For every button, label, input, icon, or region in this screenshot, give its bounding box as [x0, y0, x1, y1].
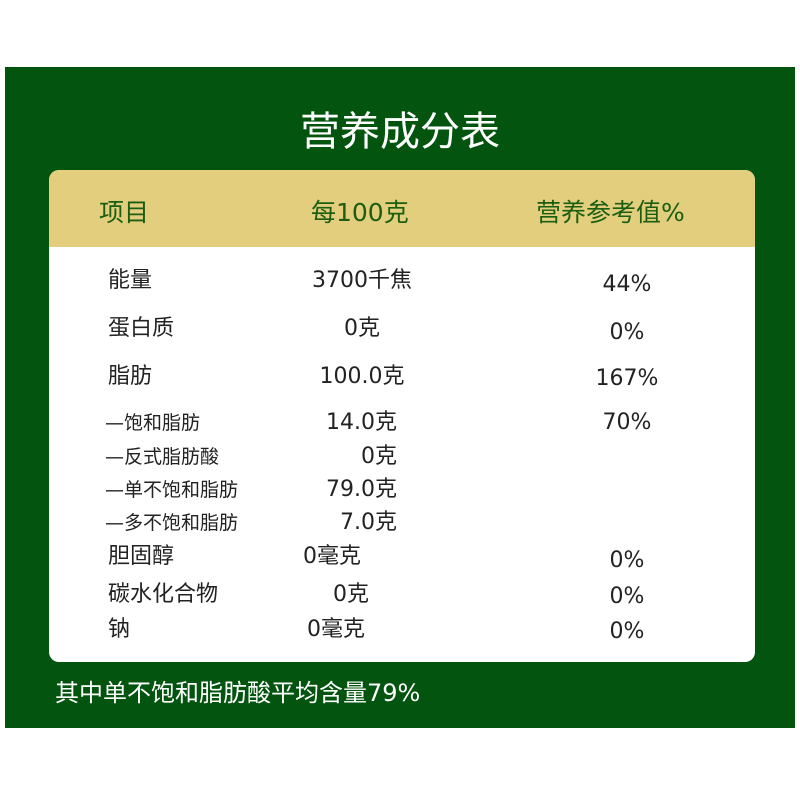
- table-row: —单不饱和脂肪 79.0克: [0, 475, 800, 505]
- row-value: 0毫克: [307, 617, 365, 642]
- row-value: 0克: [361, 444, 397, 469]
- row-name: —多不饱和脂肪: [105, 512, 239, 534]
- table-row: 碳水化合物 0克 0%: [0, 580, 800, 610]
- table-row: 脂肪 100.0克 167%: [0, 362, 800, 392]
- row-name: 碳水化合物: [108, 582, 219, 607]
- row-name: 钠: [108, 617, 131, 642]
- row-value: 79.0克: [326, 477, 397, 502]
- table-row: 钠 0毫克 0%: [0, 615, 800, 645]
- row-nrv: 0%: [609, 320, 645, 345]
- row-name: —反式脂肪酸: [105, 446, 220, 468]
- table-row: —反式脂肪酸 0克: [0, 442, 800, 472]
- row-value: 100.0克: [319, 364, 405, 389]
- row-name: 胆固醇: [108, 544, 175, 569]
- table-header: 项目 每100克 营养参考值%: [49, 170, 755, 247]
- row-value: 3700千焦: [312, 268, 412, 293]
- header-item: 项目: [99, 198, 150, 227]
- row-value: 7.0克: [340, 510, 397, 535]
- row-nrv: 167%: [595, 366, 659, 391]
- table-row: 蛋白质 0克 0%: [0, 314, 800, 345]
- header-nrv: 营养参考值%: [536, 198, 685, 227]
- row-name: —单不饱和脂肪: [105, 479, 239, 501]
- table-row: 能量 3700千焦 44%: [0, 266, 800, 297]
- row-nrv: 0%: [609, 619, 645, 644]
- table-row: —饱和脂肪 14.0克 70%: [0, 408, 800, 438]
- row-name: 蛋白质: [108, 316, 175, 341]
- nutrition-table: 项目 每100克 营养参考值%: [49, 170, 755, 662]
- row-nrv: 0%: [609, 584, 645, 609]
- row-nrv: 0%: [609, 548, 645, 573]
- row-value: 0克: [333, 582, 369, 607]
- row-name: 能量: [108, 268, 153, 293]
- page-title: 营养成分表: [300, 109, 500, 155]
- row-value: 0克: [344, 316, 380, 341]
- row-nrv: 44%: [602, 272, 652, 297]
- row-value: 14.0克: [326, 410, 397, 435]
- row-name: —饱和脂肪: [105, 412, 201, 434]
- row-name: 脂肪: [108, 364, 153, 389]
- table-row: 胆固醇 0毫克 0%: [0, 542, 800, 573]
- footer-note: 其中单不饱和脂肪酸平均含量79%: [55, 679, 421, 707]
- header-per100: 每100克: [311, 198, 409, 227]
- row-value: 0毫克: [303, 544, 361, 569]
- table-row: —多不饱和脂肪 7.0克: [0, 508, 800, 538]
- row-nrv: 70%: [602, 410, 652, 435]
